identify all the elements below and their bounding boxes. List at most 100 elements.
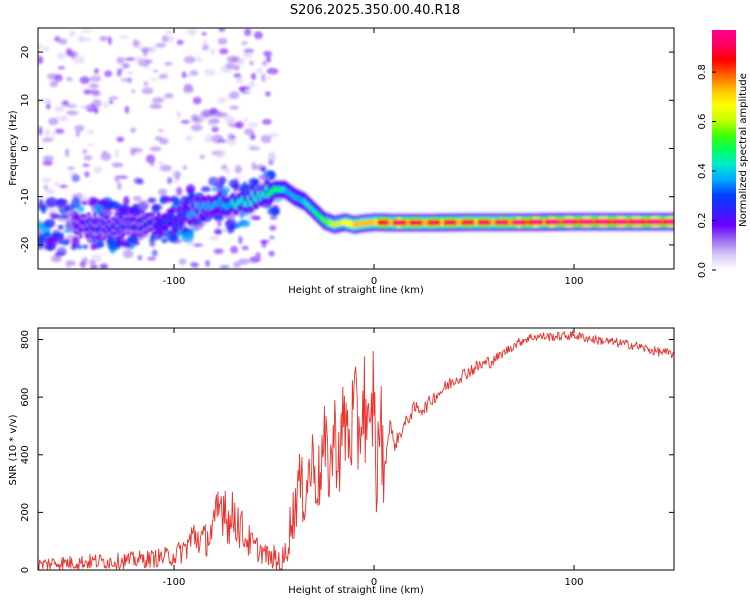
spectrogram-noise-cell <box>149 146 162 152</box>
spectrogram-ridge-cell <box>529 219 533 226</box>
spectrogram-y-tick-label: 20 <box>20 46 31 59</box>
spectrogram-noise-cell <box>56 52 66 60</box>
spectrogram-noise-cell <box>232 261 241 268</box>
spectrogram-noise-cell <box>159 164 172 172</box>
spectrogram-ridge-cell <box>243 200 247 207</box>
spectrogram-ridge-cell <box>581 218 585 225</box>
spectrogram-x-tick-label: 0 <box>371 276 377 287</box>
spectrogram-ridge-cell <box>323 217 327 224</box>
spectrogram-ridge-cell <box>335 221 339 228</box>
spectrogram-noise-cell <box>135 55 143 65</box>
spectrogram-ridge-cell <box>261 190 265 197</box>
spectrogram-ridge-cell <box>665 218 669 225</box>
spectrogram-ridge-cell <box>549 219 553 225</box>
spectrogram-ridge-cell <box>523 219 527 226</box>
spectrogram-ridge-cell <box>77 223 81 229</box>
spectrogram-ridge-cell <box>293 193 297 200</box>
spectrogram-x-tick-label: 100 <box>564 276 583 287</box>
spectrogram-ridge-cell <box>487 219 491 226</box>
spectrogram-noise-cell <box>71 174 81 183</box>
spectrogram-band-cell <box>173 198 181 206</box>
spectrogram-noise-cell <box>51 132 56 138</box>
spectrogram-ridge-cell <box>275 186 279 193</box>
spectrogram-noise-cell <box>226 120 237 128</box>
spectrogram-ridge-cell <box>449 219 453 226</box>
spectrogram-ridge-cell <box>339 220 343 227</box>
spectrogram-noise-cell <box>213 228 223 236</box>
spectrogram-noise-cell <box>155 43 167 48</box>
spectrogram-ridge-cell <box>171 214 175 220</box>
spectrogram-ridge-cell <box>509 219 513 226</box>
spectrogram-noise-cell <box>149 103 159 109</box>
spectrogram-band-cell <box>43 219 56 228</box>
spectrogram-noise-cell <box>219 265 230 269</box>
spectrogram-noise-cell <box>182 87 194 94</box>
spectrogram-noise-cell <box>225 62 235 70</box>
spectrogram-noise-cell <box>91 74 102 79</box>
spectrogram-noise-cell <box>143 81 149 87</box>
spectrogram-noise-cell <box>125 71 135 75</box>
spectrogram-noise-cell <box>247 122 259 128</box>
spectrogram-noise-cell <box>178 258 187 265</box>
spectrogram-noise-cell <box>269 225 277 231</box>
spectrogram-ridge-cell <box>181 213 185 220</box>
spectrogram-ridge-cell <box>127 223 131 229</box>
spectrogram-ridge-cell <box>643 218 647 225</box>
spectrogram-ridge-cell <box>517 219 521 226</box>
spectrogram-noise-cell <box>64 148 70 158</box>
spectrogram-ridge-cell <box>525 219 529 226</box>
spectrogram-ridge-cell <box>367 219 371 226</box>
spectrogram-ridge-cell <box>273 186 277 193</box>
snr-x-axis-label: Height of straight line (km) <box>288 585 424 596</box>
spectrogram-noise-cell <box>108 99 114 105</box>
spectrogram-noise-cell <box>199 154 205 160</box>
spectrogram-ridge-cell <box>245 201 249 207</box>
spectrogram-band-cell <box>185 184 196 194</box>
spectrogram-noise-cell <box>132 147 143 153</box>
spectrogram-ridge-cell <box>513 219 517 226</box>
spectrogram-ridge-cell <box>237 199 241 206</box>
spectrogram-noise-cell <box>38 55 44 65</box>
spectrogram-ridge-cell <box>441 219 445 226</box>
spectrogram-band-cell <box>107 242 121 251</box>
spectrogram-ridge-cell <box>219 196 223 203</box>
colorbar-tick-label: 0.8 <box>697 64 708 80</box>
spectrogram-ridge-cell <box>115 218 119 225</box>
spectrogram-ridge-cell <box>655 218 659 225</box>
spectrogram-ridge-cell <box>591 218 595 225</box>
spectrogram-ridge-cell <box>443 219 447 226</box>
snr-panel: -100 0 100 0 200 400 600 800 Height of straigh… <box>8 327 675 596</box>
spectrogram-ridge-cell <box>447 219 451 226</box>
spectrogram-ridge-cell <box>143 222 147 229</box>
spectrogram-band-cell <box>188 192 195 201</box>
spectrogram-ridge-cell <box>95 227 99 233</box>
spectrogram-ridge-cell <box>539 219 543 225</box>
spectrogram-ridge-cell <box>511 219 515 226</box>
spectrogram-band-cell <box>180 232 194 243</box>
spectrogram-noise-cell <box>44 128 50 137</box>
spectrogram-ridge-cell <box>453 219 457 226</box>
spectrogram-ridge-cell <box>225 204 229 210</box>
colorbar-tick-label: 0.6 <box>697 114 708 130</box>
spectrogram-ridge-cell <box>73 221 77 228</box>
spectrogram-noise-cell <box>209 107 218 115</box>
spectrogram-ridge-cell <box>457 219 461 226</box>
colorbar-bar <box>712 30 736 270</box>
snr-x-ticks: -100 0 100 <box>163 328 584 588</box>
spectrogram-ridge-cell <box>299 196 303 203</box>
spectrogram-ridge-cell <box>595 218 599 225</box>
spectrogram-y-tick-label: -20 <box>20 237 31 253</box>
spectrogram-noise-cell <box>185 135 193 142</box>
spectrogram-noise-cell <box>101 36 107 43</box>
spectrogram-noise-cell <box>66 110 79 116</box>
spectrogram-noise-cell <box>41 46 50 52</box>
spectrogram-ridge-cell <box>485 219 489 226</box>
spectrogram-noise-cell <box>256 67 263 75</box>
spectrogram-ridge-cell <box>399 219 403 226</box>
spectrogram-noise-cell <box>94 107 99 114</box>
spectrogram-ridge-cell <box>361 220 365 227</box>
spectrogram-noise-cell <box>54 128 65 134</box>
spectrogram-ridge-cell <box>291 192 295 199</box>
spectrogram-ridge-cell <box>515 219 519 226</box>
